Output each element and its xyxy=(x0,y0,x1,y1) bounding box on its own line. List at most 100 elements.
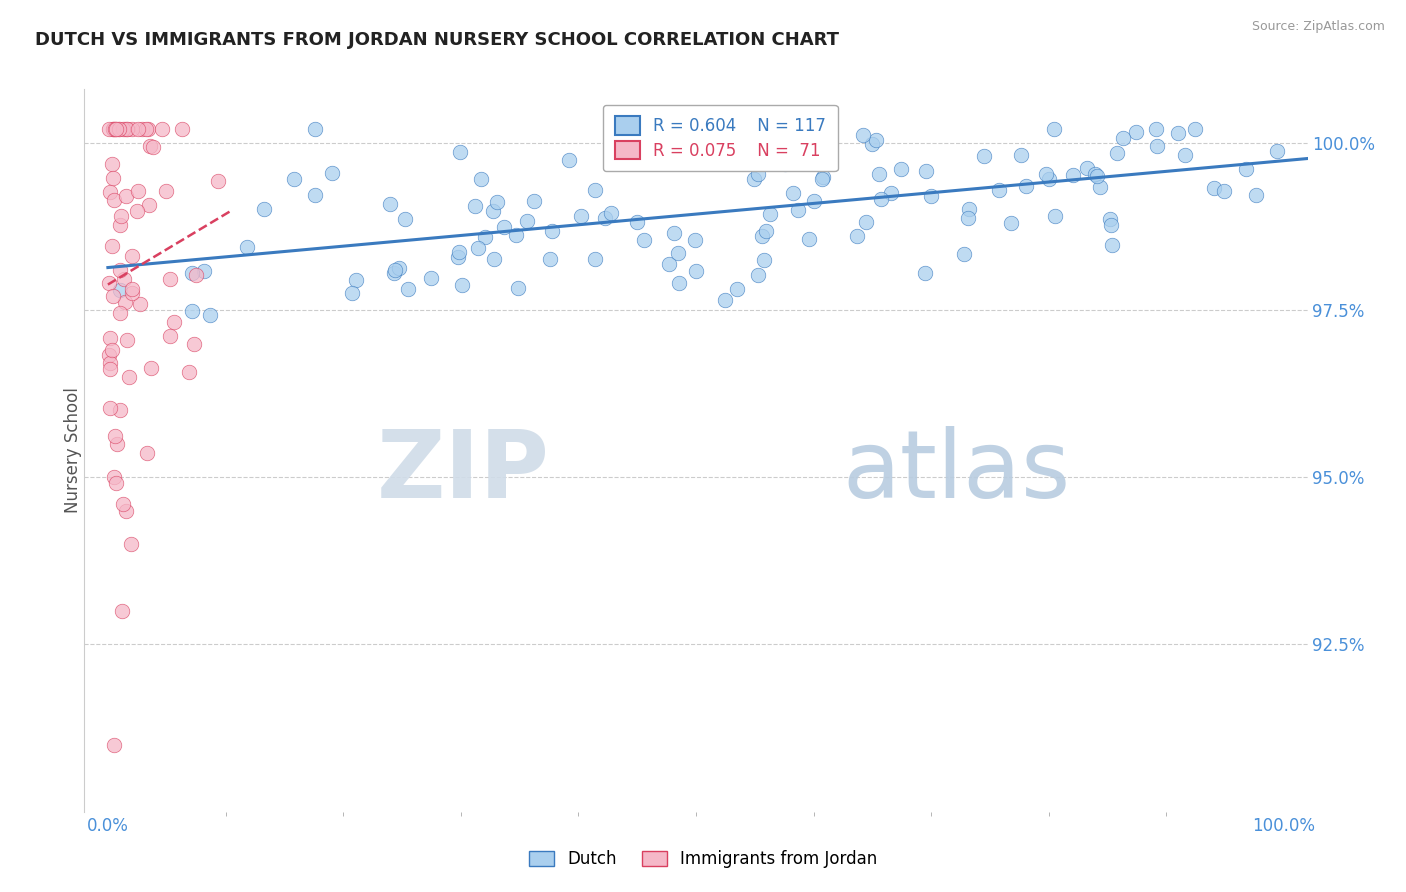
Point xyxy=(467,241,489,255)
Point xyxy=(626,215,648,229)
Point xyxy=(1212,184,1234,198)
Point xyxy=(643,127,665,141)
Point xyxy=(139,360,162,375)
Point xyxy=(747,167,769,181)
Point xyxy=(973,149,995,163)
Point xyxy=(110,218,132,232)
Point xyxy=(957,202,980,217)
Point xyxy=(114,295,136,310)
Point xyxy=(890,161,912,176)
Point xyxy=(115,122,138,136)
Point xyxy=(105,122,128,136)
Point xyxy=(104,122,127,136)
Point xyxy=(321,166,343,180)
Point xyxy=(150,122,173,136)
Point xyxy=(1144,122,1167,136)
Point xyxy=(101,157,124,171)
Point xyxy=(180,266,202,280)
Point xyxy=(104,428,127,442)
Point xyxy=(725,282,748,296)
Point xyxy=(569,209,592,223)
Point xyxy=(773,156,796,170)
Point xyxy=(915,164,938,178)
Text: DUTCH VS IMMIGRANTS FROM JORDAN NURSERY SCHOOL CORRELATION CHART: DUTCH VS IMMIGRANTS FROM JORDAN NURSERY … xyxy=(35,31,839,49)
Y-axis label: Nursery School: Nursery School xyxy=(65,387,82,514)
Text: atlas: atlas xyxy=(842,426,1071,518)
Point xyxy=(155,184,177,198)
Point xyxy=(193,264,215,278)
Point xyxy=(115,189,138,203)
Point xyxy=(658,257,681,271)
Point xyxy=(797,232,820,246)
Point xyxy=(852,128,875,143)
Point xyxy=(449,145,471,159)
Point xyxy=(755,224,778,238)
Point xyxy=(752,252,775,267)
Point xyxy=(98,356,121,370)
Point xyxy=(98,361,121,376)
Point xyxy=(538,252,561,266)
Point xyxy=(541,224,564,238)
Point xyxy=(103,738,125,752)
Point xyxy=(759,207,782,221)
Point xyxy=(1099,212,1122,227)
Point xyxy=(121,249,143,263)
Point xyxy=(600,206,623,220)
Point xyxy=(811,172,834,186)
Point xyxy=(685,136,707,151)
Point xyxy=(1088,180,1111,194)
Point xyxy=(108,122,131,136)
Point xyxy=(98,185,121,199)
Point xyxy=(118,370,141,384)
Point xyxy=(121,285,143,300)
Legend: R = 0.604    N = 117, R = 0.075    N =  71: R = 0.604 N = 117, R = 0.075 N = 71 xyxy=(603,104,838,171)
Point xyxy=(1101,238,1123,252)
Point xyxy=(101,343,124,357)
Point xyxy=(1076,161,1098,175)
Point xyxy=(114,122,136,136)
Point xyxy=(138,198,160,212)
Point xyxy=(470,172,492,186)
Point xyxy=(103,122,125,136)
Point xyxy=(914,266,936,280)
Point xyxy=(127,184,149,198)
Point xyxy=(633,233,655,247)
Point xyxy=(110,209,132,223)
Point xyxy=(880,186,903,200)
Point xyxy=(98,348,121,362)
Point xyxy=(184,268,207,282)
Point xyxy=(1105,146,1128,161)
Point xyxy=(177,365,200,379)
Point xyxy=(657,145,679,159)
Point xyxy=(811,169,834,184)
Point xyxy=(384,263,406,277)
Point xyxy=(159,271,181,285)
Point xyxy=(1045,209,1067,223)
Point xyxy=(127,122,149,136)
Point xyxy=(207,174,229,188)
Legend: Dutch, Immigrants from Jordan: Dutch, Immigrants from Jordan xyxy=(522,844,884,875)
Point xyxy=(815,137,838,152)
Point xyxy=(855,215,877,229)
Point xyxy=(112,271,135,285)
Point xyxy=(135,122,157,136)
Point xyxy=(447,250,470,264)
Point xyxy=(751,229,773,244)
Point xyxy=(450,278,472,293)
Point xyxy=(198,309,221,323)
Point xyxy=(1125,125,1147,139)
Point xyxy=(181,303,204,318)
Point xyxy=(474,230,496,244)
Point xyxy=(506,281,529,295)
Point xyxy=(1035,167,1057,181)
Point xyxy=(121,282,143,296)
Point xyxy=(111,604,134,618)
Point xyxy=(125,203,148,218)
Point xyxy=(163,315,186,329)
Point xyxy=(378,196,401,211)
Point xyxy=(747,268,769,283)
Point xyxy=(236,240,259,254)
Point xyxy=(485,195,508,210)
Point xyxy=(98,277,121,291)
Point xyxy=(988,183,1011,197)
